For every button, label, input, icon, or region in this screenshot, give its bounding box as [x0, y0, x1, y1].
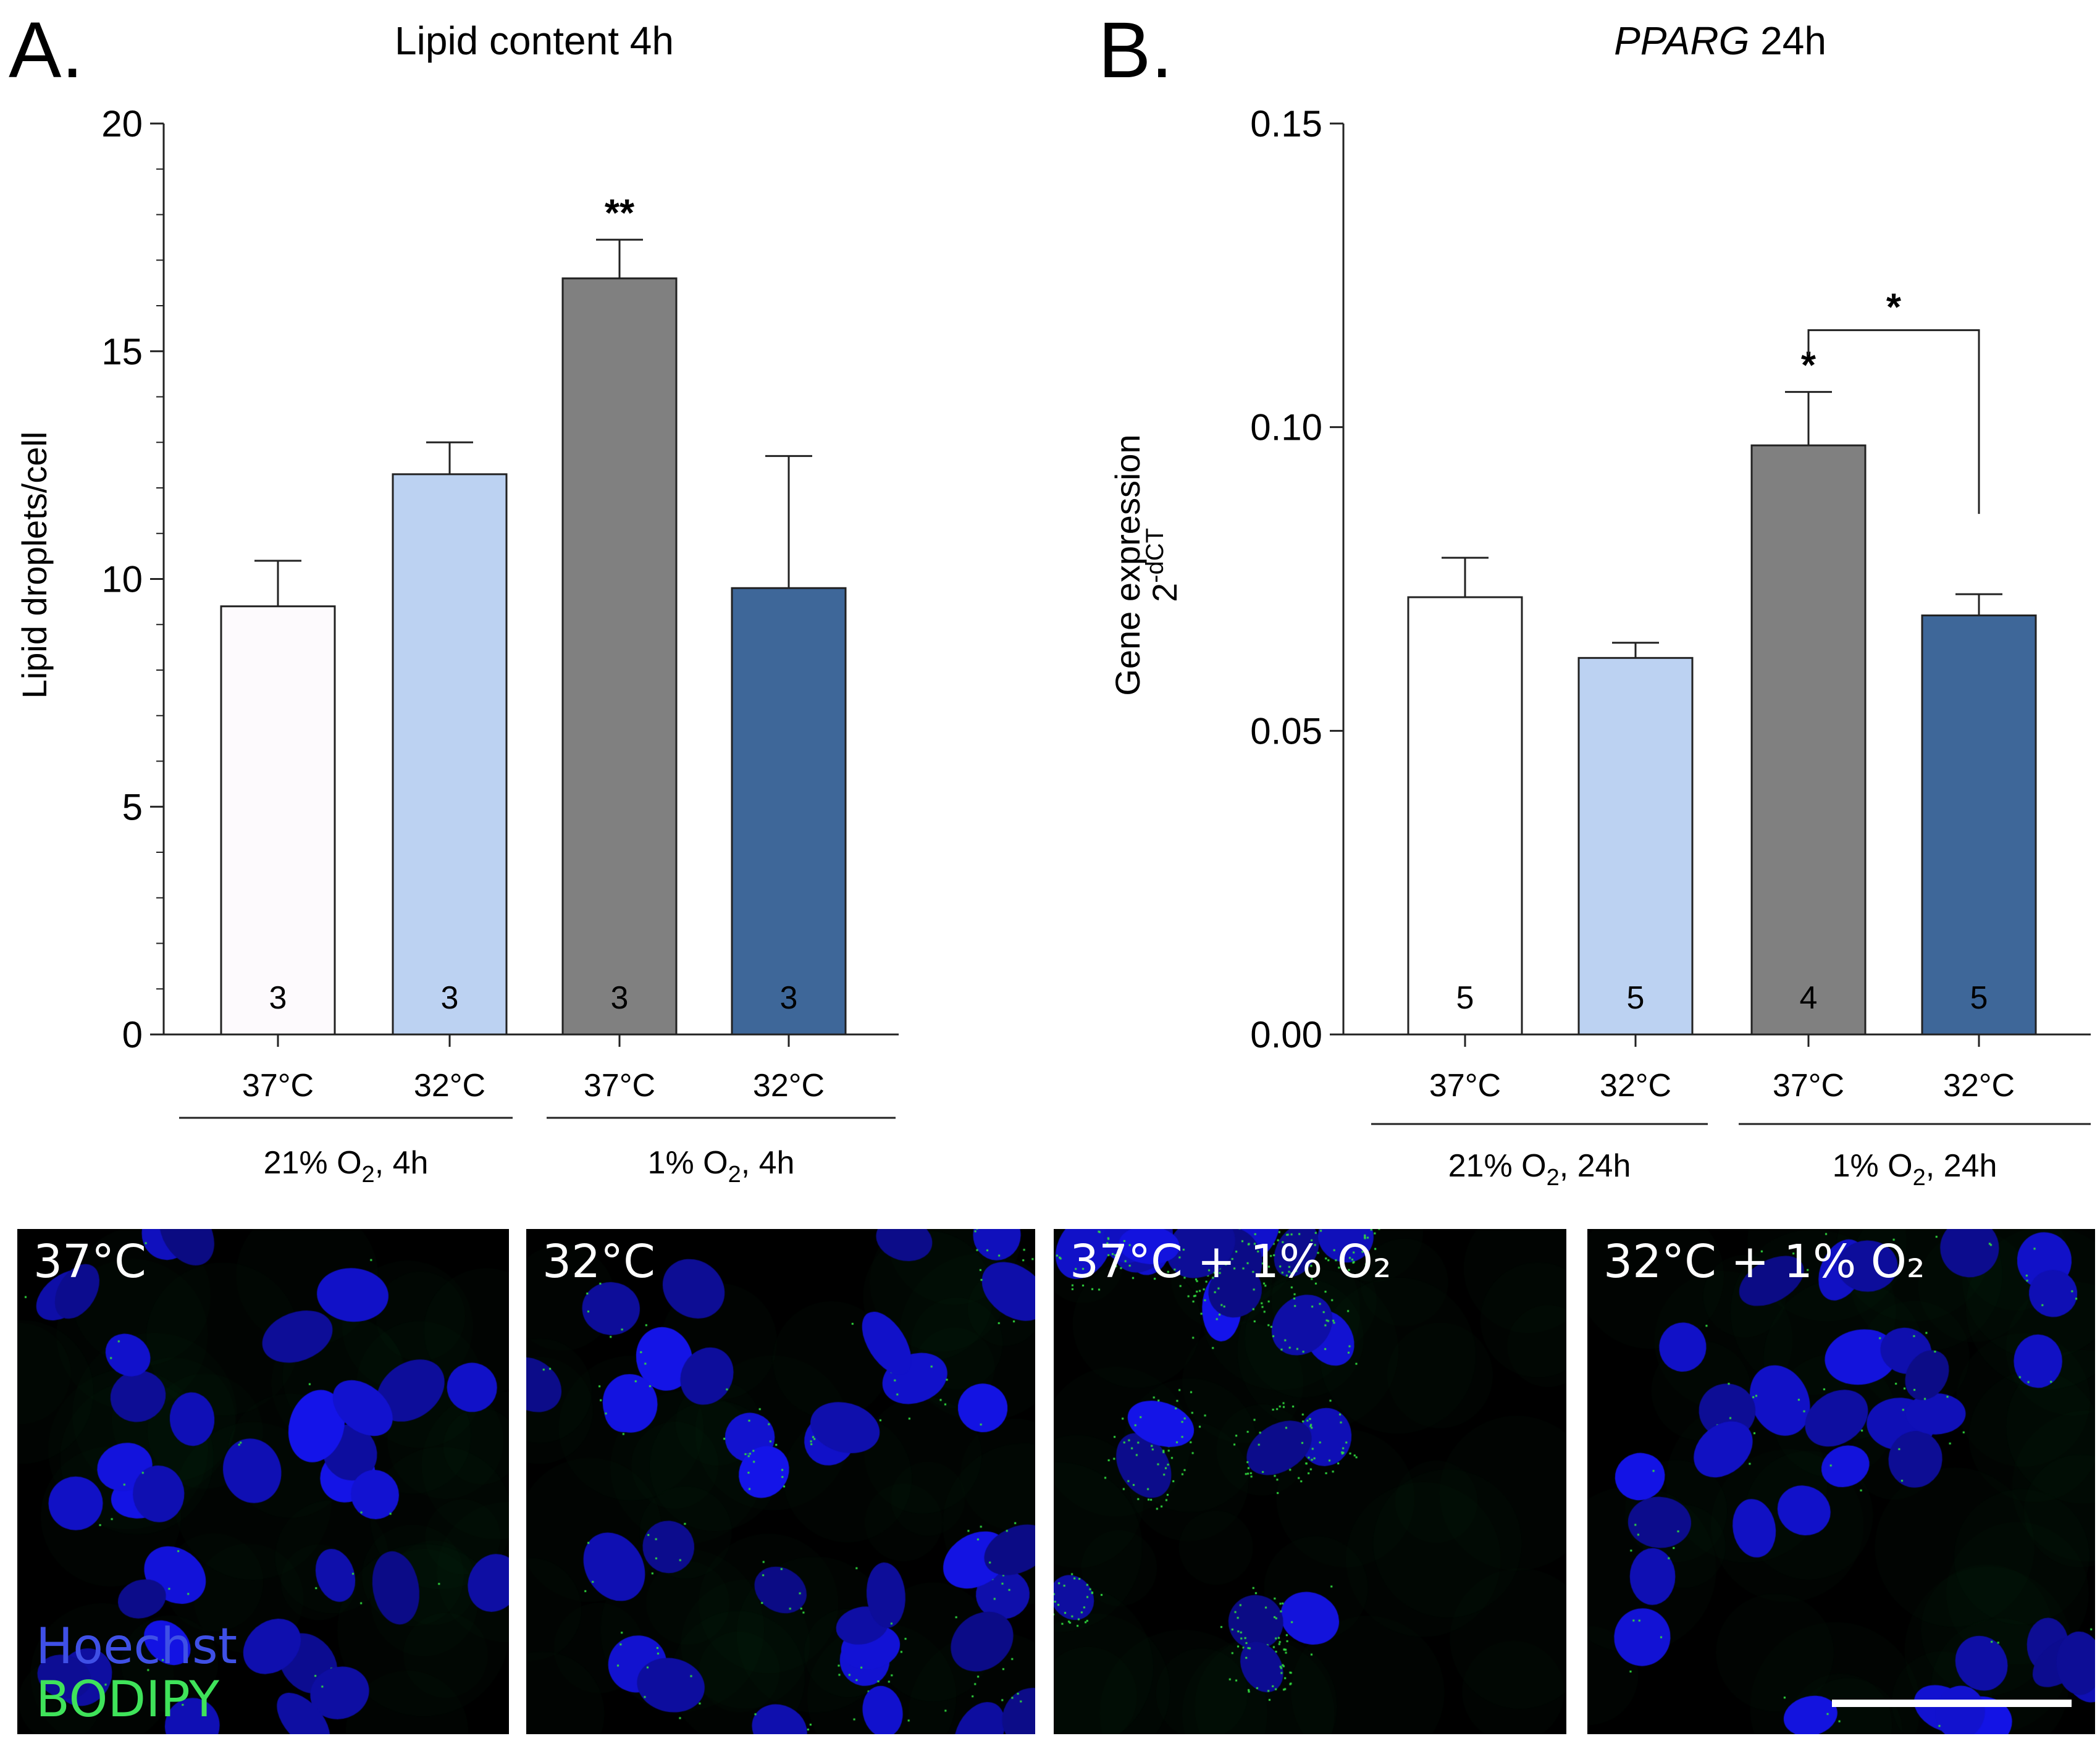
group-label-main: 1% O [1833, 1148, 1913, 1184]
x-tick-label: 32°C [414, 1068, 485, 1104]
micrograph-label: 32°C [542, 1235, 655, 1288]
bar [220, 605, 336, 1036]
n-label: 3 [269, 980, 287, 1016]
chart-title-rest: 24h [1749, 19, 1826, 63]
group-label-sub: 2 [728, 1162, 741, 1186]
y-tick-label: 0.00 [1250, 1014, 1322, 1055]
bar [1577, 656, 1694, 1036]
bar [1921, 614, 2037, 1036]
comparison-bracket [1807, 329, 1980, 514]
y-tick-label: 0 [122, 1014, 143, 1055]
bar [1750, 444, 1867, 1036]
x-tick-label: 37°C [242, 1068, 314, 1104]
y-axis-unit-sup: -dCT [1141, 528, 1169, 583]
micrograph-label: 37°C + 1% O₂ [1070, 1235, 1392, 1288]
chart-panel-b: B. PPARG 24h 0.00 0.05 0.10 0.15 Gene expressi… [1098, 6, 2091, 1186]
x-tick-label: 37°C [1429, 1068, 1501, 1104]
group-label: 1% O2, 24h [1833, 1148, 1997, 1186]
y-tick-label: 0.15 [1250, 103, 1322, 145]
y-axis-label: Lipid droplets/cell [15, 432, 54, 699]
bracket-label: * [1886, 287, 1902, 329]
n-label: 3 [780, 980, 798, 1016]
group-label-suffix: , 4h [375, 1145, 429, 1181]
chart-title-italic: PPARG [1614, 19, 1749, 63]
x-tick-label: 37°C [1773, 1068, 1844, 1104]
n-label: 3 [611, 980, 629, 1016]
group-label-suffix: , 4h [741, 1145, 795, 1181]
chart-title: PPARG 24h [1614, 19, 1826, 63]
y-tick-label: 10 [101, 559, 143, 600]
figure-charts: A. Lipid content 4h 0 5 10 15 20 Lipid droplets… [9, 6, 2091, 1186]
group-label-suffix: , 24h [1560, 1148, 1631, 1184]
y-tick-label: 5 [122, 786, 143, 828]
y-axis-label: Gene expression [1108, 434, 1147, 695]
group-label: 1% O2, 4h [648, 1145, 795, 1186]
bar [392, 473, 508, 1036]
group-label-main: 1% O [648, 1145, 728, 1181]
panel-letter: A. [9, 6, 83, 94]
y-tick-label: 20 [101, 103, 143, 145]
micrograph-image [1054, 1229, 1566, 1734]
micrograph-32c: 32°C [526, 1229, 1035, 1734]
chart-title: Lipid content 4h [395, 19, 674, 63]
x-tick-label: 32°C [1943, 1068, 2015, 1104]
x-tick-label: 37°C [584, 1068, 655, 1104]
n-label: 4 [1800, 980, 1818, 1016]
micrograph-37c-hypoxia: 37°C + 1% O₂ [1054, 1229, 1566, 1734]
y-axis-label-unit: 2-dCT [1141, 528, 1184, 602]
n-label: 5 [1627, 980, 1645, 1016]
group-label-suffix: , 24h [1926, 1148, 1997, 1184]
y-tick-label: 15 [101, 331, 143, 372]
group-label-main: 21% O [1448, 1148, 1547, 1184]
x-tick-label: 32°C [753, 1068, 825, 1104]
bar [1407, 596, 1523, 1036]
micrograph-image [1587, 1229, 2095, 1734]
group-label-sub: 2 [362, 1162, 375, 1186]
legend-bodipy: BODIPY [36, 1671, 219, 1728]
n-label: 5 [1970, 980, 1988, 1016]
micrograph-label: 32°C + 1% O₂ [1603, 1235, 1925, 1288]
y-tick-label: 0.10 [1250, 407, 1322, 448]
significance-label: ** [605, 192, 635, 235]
panel-letter: B. [1098, 6, 1173, 94]
bar [561, 277, 678, 1036]
micrograph-image [526, 1229, 1035, 1734]
x-tick-label: 32°C [1600, 1068, 1671, 1104]
micrograph-37c: 37°C Hoechst BODIPY [17, 1229, 509, 1734]
group-label-sub: 2 [1913, 1165, 1926, 1186]
group-label: 21% O2, 24h [1448, 1148, 1631, 1186]
y-axis-unit-base: 2 [1145, 583, 1184, 602]
group-label: 21% O2, 4h [264, 1145, 429, 1186]
group-label-sub: 2 [1547, 1165, 1560, 1186]
legend-hoechst: Hoechst [36, 1617, 238, 1675]
n-label: 5 [1456, 980, 1474, 1016]
micrograph-32c-hypoxia: 32°C + 1% O₂ [1587, 1229, 2095, 1734]
bar [731, 587, 847, 1036]
micrograph-image [17, 1229, 509, 1734]
group-label-main: 21% O [264, 1145, 362, 1181]
y-tick-label: 0.05 [1250, 710, 1322, 752]
chart-panel-a: A. Lipid content 4h 0 5 10 15 20 Lipid droplets… [9, 6, 899, 1186]
n-label: 3 [441, 980, 459, 1016]
scale-bar [1832, 1700, 2072, 1707]
micrograph-label: 37°C [33, 1235, 146, 1288]
